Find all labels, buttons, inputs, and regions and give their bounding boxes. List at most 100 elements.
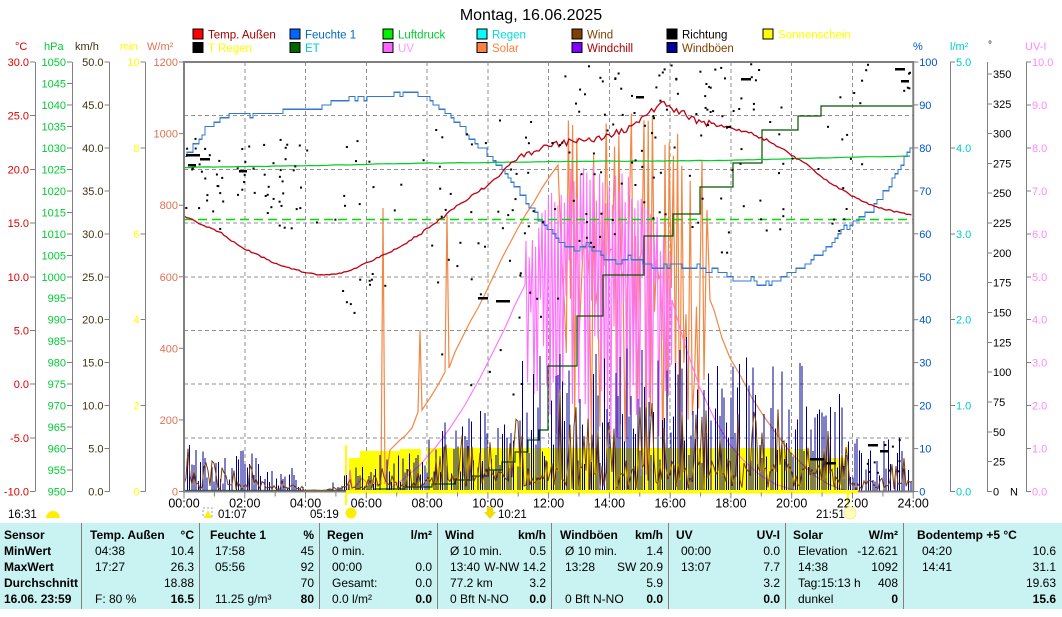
svg-text:14:41: 14:41 [922,560,952,574]
svg-text:16:31: 16:31 [8,509,37,521]
svg-text:Montag, 16.06.2025: Montag, 16.06.2025 [460,7,602,24]
svg-text:400: 400 [160,343,178,355]
svg-text:40.0: 40.0 [82,143,103,155]
svg-text:Temp. Außen: Temp. Außen [208,30,276,42]
svg-text:17:27: 17:27 [95,560,125,574]
svg-text:20: 20 [919,401,931,413]
svg-text:275: 275 [993,158,1011,170]
svg-text:00:00: 00:00 [332,560,362,574]
svg-text:Elevation: Elevation [798,544,847,558]
svg-text:Durchschnitt: Durchschnitt [4,576,78,590]
svg-text:22:00: 22:00 [837,497,868,511]
svg-text:km/h: km/h [518,528,546,542]
svg-text:1005: 1005 [42,250,66,262]
svg-text:04:00: 04:00 [290,497,321,511]
svg-text:20.0: 20.0 [82,315,103,327]
svg-text:W/m²: W/m² [147,41,174,53]
svg-text:02:00: 02:00 [229,497,260,511]
svg-text:3.0: 3.0 [956,229,971,241]
svg-text:5.0: 5.0 [88,444,103,456]
svg-text:10.0: 10.0 [1032,57,1053,69]
svg-text:1045: 1045 [42,79,66,91]
svg-text:965: 965 [48,422,66,434]
svg-text:0.0 l/m²: 0.0 l/m² [332,592,372,606]
svg-text:0.0: 0.0 [529,592,546,606]
svg-text:250: 250 [993,188,1011,200]
svg-text:km/h: km/h [75,41,99,53]
svg-text:31.1: 31.1 [1033,560,1057,574]
svg-text:km/h: km/h [635,528,663,542]
svg-text:20.0: 20.0 [8,164,29,176]
svg-text:W/m²: W/m² [869,528,898,542]
svg-text:350: 350 [993,69,1011,81]
svg-text:Solar: Solar [492,43,519,55]
svg-text:-12.621: -12.621 [857,544,898,558]
svg-text:0.0: 0.0 [88,487,103,499]
svg-text:19.63: 19.63 [1026,576,1056,590]
svg-text:Bodentemp +5 °C: Bodentemp +5 °C [917,528,1017,542]
svg-text:l/m²: l/m² [950,41,969,53]
svg-text:01:07: 01:07 [218,509,247,521]
svg-text:2: 2 [133,401,139,413]
svg-text:960: 960 [48,444,66,456]
svg-text:0.5: 0.5 [529,544,546,558]
svg-text:800: 800 [160,200,178,212]
svg-text:15.0: 15.0 [82,358,103,370]
svg-text:1010: 1010 [42,229,66,241]
svg-text:30.0: 30.0 [82,229,103,241]
svg-text:00:00: 00:00 [168,497,199,511]
svg-text:0 min.: 0 min. [332,544,365,558]
svg-text:05:56: 05:56 [215,560,245,574]
svg-text:30: 30 [919,358,931,370]
svg-text:18:00: 18:00 [715,497,746,511]
svg-text:45: 45 [301,544,315,558]
svg-text:UV-I: UV-I [757,528,780,542]
svg-text:10:21: 10:21 [498,509,527,521]
svg-text:20:00: 20:00 [776,497,807,511]
svg-text:6: 6 [133,229,139,241]
svg-text:dunkel: dunkel [798,592,833,606]
svg-text:950: 950 [48,487,66,499]
svg-text:10.4: 10.4 [171,544,195,558]
svg-text:975: 975 [48,379,66,391]
svg-text:70: 70 [919,186,931,198]
svg-text:15.6: 15.6 [1033,592,1057,606]
svg-text:970: 970 [48,401,66,413]
svg-text:0: 0 [919,487,925,499]
svg-text:50: 50 [993,427,1005,439]
svg-text:0.0: 0.0 [1032,487,1047,499]
svg-text:08:00: 08:00 [411,497,442,511]
svg-text:0: 0 [891,592,898,606]
svg-text:05:19: 05:19 [310,509,339,521]
svg-text:0: 0 [133,487,139,499]
svg-text:Luftdruck: Luftdruck [398,30,446,42]
svg-text:0.0: 0.0 [415,560,432,574]
svg-text:4.0: 4.0 [956,143,971,155]
svg-text:3.2: 3.2 [763,576,780,590]
svg-text:1015: 1015 [42,207,66,219]
svg-text:70: 70 [301,576,315,590]
svg-text:10.6: 10.6 [1033,544,1057,558]
svg-text:325: 325 [993,99,1011,111]
svg-text:408: 408 [878,576,898,590]
svg-text:75: 75 [993,397,1005,409]
svg-text:995: 995 [48,293,66,305]
svg-text:15.0: 15.0 [8,218,29,230]
svg-text:-5.0: -5.0 [10,433,29,445]
svg-text:hPa: hPa [44,41,64,53]
svg-text:UV: UV [398,43,414,55]
svg-text:225: 225 [993,218,1011,230]
svg-text:955: 955 [48,465,66,477]
svg-text:10:00: 10:00 [472,497,503,511]
svg-text:10: 10 [127,57,139,69]
svg-text:UV-I: UV-I [1025,41,1046,53]
svg-text:Gesamt:: Gesamt: [332,576,377,590]
svg-text:3.2: 3.2 [529,576,546,590]
svg-text:-10.0: -10.0 [4,487,29,499]
svg-text:14:38: 14:38 [798,560,828,574]
svg-text:Ø 10 min.: Ø 10 min. [565,544,617,558]
svg-text:21:51: 21:51 [816,509,845,521]
svg-text:8: 8 [133,143,139,155]
svg-text:Feuchte 1: Feuchte 1 [210,528,266,542]
svg-text:35.0: 35.0 [82,186,103,198]
